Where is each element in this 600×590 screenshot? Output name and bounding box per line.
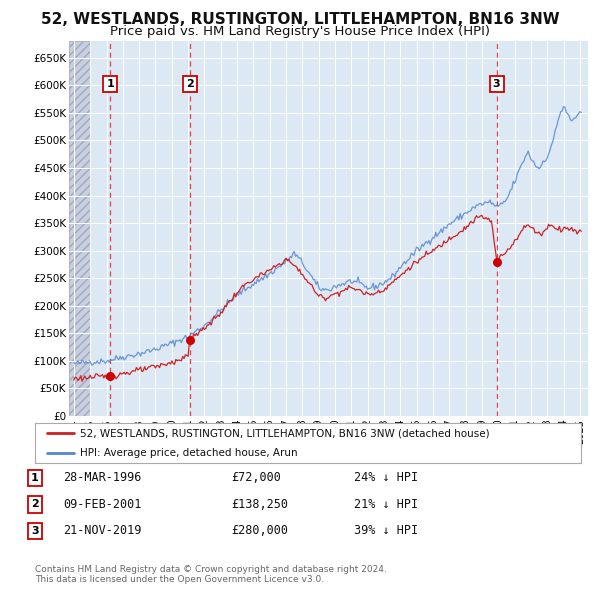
Text: 39% ↓ HPI: 39% ↓ HPI bbox=[354, 525, 418, 537]
Text: £72,000: £72,000 bbox=[231, 471, 281, 484]
Text: 21% ↓ HPI: 21% ↓ HPI bbox=[354, 498, 418, 511]
Text: 1: 1 bbox=[106, 80, 114, 89]
Text: 3: 3 bbox=[31, 526, 38, 536]
Text: 2: 2 bbox=[186, 80, 194, 89]
Text: 3: 3 bbox=[493, 80, 500, 89]
Text: 24% ↓ HPI: 24% ↓ HPI bbox=[354, 471, 418, 484]
Bar bbox=[69, 41, 90, 416]
Text: 52, WESTLANDS, RUSTINGTON, LITTLEHAMPTON, BN16 3NW (detached house): 52, WESTLANDS, RUSTINGTON, LITTLEHAMPTON… bbox=[80, 428, 489, 438]
Text: 09-FEB-2001: 09-FEB-2001 bbox=[63, 498, 142, 511]
Text: £280,000: £280,000 bbox=[231, 525, 288, 537]
Text: 21-NOV-2019: 21-NOV-2019 bbox=[63, 525, 142, 537]
Text: £138,250: £138,250 bbox=[231, 498, 288, 511]
Text: 28-MAR-1996: 28-MAR-1996 bbox=[63, 471, 142, 484]
Text: HPI: Average price, detached house, Arun: HPI: Average price, detached house, Arun bbox=[80, 448, 297, 458]
Text: 2: 2 bbox=[31, 500, 38, 509]
Text: Price paid vs. HM Land Registry's House Price Index (HPI): Price paid vs. HM Land Registry's House … bbox=[110, 25, 490, 38]
Text: 1: 1 bbox=[31, 473, 38, 483]
Text: Contains HM Land Registry data © Crown copyright and database right 2024.
This d: Contains HM Land Registry data © Crown c… bbox=[35, 565, 386, 584]
Text: 52, WESTLANDS, RUSTINGTON, LITTLEHAMPTON, BN16 3NW: 52, WESTLANDS, RUSTINGTON, LITTLEHAMPTON… bbox=[41, 12, 559, 27]
